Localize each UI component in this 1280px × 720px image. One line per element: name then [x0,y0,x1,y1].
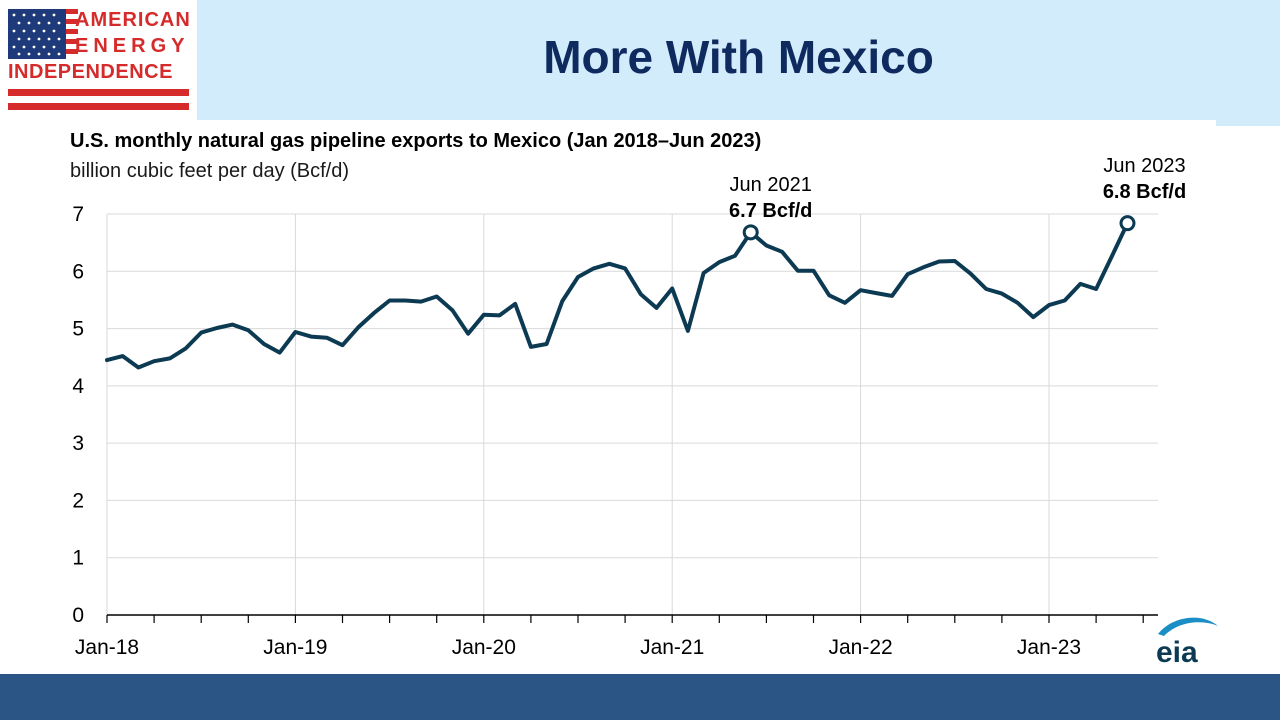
footer-band [0,674,1280,720]
header-band-extension [1216,120,1280,126]
y-tick-label-7: 7 [72,203,84,226]
eia-logo-text: eia [1156,636,1198,668]
y-tick-label-5: 5 [72,318,84,341]
y-tick-label-3: 3 [72,432,84,455]
annotation-date-1: Jun 2021 [730,174,812,196]
x-tick-label-Jan-22: Jan-22 [828,636,892,659]
american-energy-independence-logo: AMERICAN ENERGY INDEPENDENCE [0,0,197,120]
annotation-date-2: Jun 2023 [1103,155,1185,177]
header-band [197,0,1280,120]
x-tick-label-Jan-18: Jan-18 [75,636,139,659]
page-title: More With Mexico [543,31,934,83]
y-tick-label-6: 6 [72,260,84,283]
y-tick-label-0: 0 [72,604,84,627]
annotation-value-2: 6.8 Bcf/d [1103,181,1186,203]
x-tick-label-Jan-19: Jan-19 [263,636,327,659]
y-tick-label-4: 4 [72,375,84,398]
x-tick-label-Jan-21: Jan-21 [640,636,704,659]
chart-y-units: billion cubic feet per day (Bcf/d) [70,160,350,182]
logo-line-independence: INDEPENDENCE [8,61,173,83]
x-tick-label-Jan-20: Jan-20 [452,636,516,659]
us-flag-icon [8,9,78,59]
logo-red-stripe-2 [8,103,189,110]
annotation-marker-1 [742,224,759,241]
eia-logo-swoosh [1158,617,1218,636]
x-tick-label-Jan-23: Jan-23 [1017,636,1081,659]
chart-title: U.S. monthly natural gas pipeline export… [70,130,762,152]
logo-line-american: AMERICAN [75,9,191,31]
y-tick-label-2: 2 [72,489,84,512]
annotation-marker-2 [1119,215,1136,232]
eia-logo-icon: eia [1156,617,1218,668]
y-tick-label-1: 1 [72,547,84,570]
annotation-value-1: 6.7 Bcf/d [729,200,812,222]
series-line [105,221,1130,370]
logo-red-stripe-1 [8,89,189,96]
logo-line-energy: ENERGY [75,35,190,57]
